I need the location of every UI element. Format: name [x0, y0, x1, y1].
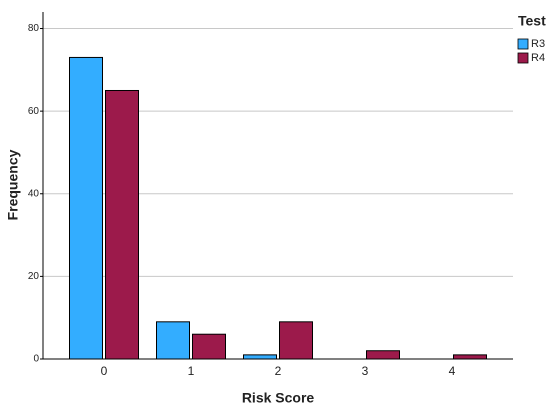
bar	[69, 56, 103, 360]
bar	[105, 89, 139, 360]
y-tick-label: 0	[33, 354, 39, 365]
x-tick-label: 1	[188, 364, 195, 378]
y-tick-label: 40	[28, 188, 40, 199]
x-tick-label: 2	[275, 364, 282, 378]
legend-swatch	[517, 52, 529, 64]
y-tick-label: 60	[28, 106, 40, 117]
legend-label: R3	[531, 38, 545, 50]
y-tick-label: 20	[28, 271, 40, 282]
bar	[279, 321, 313, 360]
x-tick-label: 4	[449, 364, 456, 378]
x-tick-label: 3	[362, 364, 369, 378]
bar	[366, 350, 400, 360]
legend-title: Test	[518, 13, 546, 29]
x-axis-title: Risk Score	[242, 390, 315, 406]
bar	[243, 354, 277, 360]
bar	[156, 321, 190, 360]
legend-label: R4	[531, 52, 545, 64]
x-tick-label: 0	[101, 364, 108, 378]
bar	[453, 354, 487, 360]
y-axis-title: Frequency	[5, 149, 21, 220]
bar	[192, 333, 226, 360]
legend-swatch	[517, 38, 529, 50]
y-tick-label: 80	[28, 23, 40, 34]
